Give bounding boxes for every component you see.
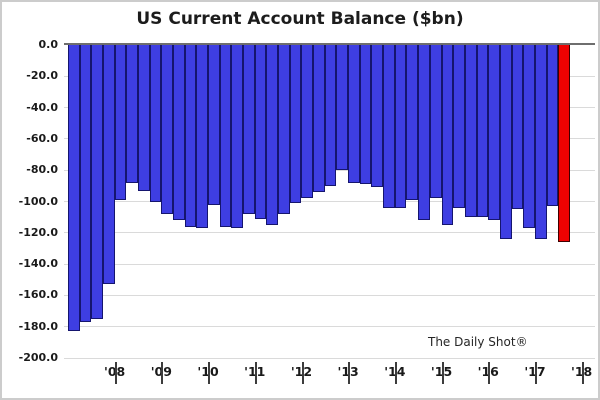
gridline <box>64 357 595 359</box>
x-tick-separator <box>488 362 491 384</box>
bar <box>429 45 442 199</box>
bar <box>231 45 244 229</box>
x-tick-separator <box>208 362 211 384</box>
bar <box>371 45 384 188</box>
x-tick-label: '13 <box>328 364 368 379</box>
x-axis: '08 '09 '10 '11 '12 '13 '14 '15 '16 '17 '18 <box>64 359 595 389</box>
bar <box>523 45 535 229</box>
bar <box>394 45 407 208</box>
x-tick-label: '18 <box>562 364 598 379</box>
y-tick-label: -120.0 <box>18 225 58 239</box>
bar <box>383 45 395 208</box>
x-tick-label: '11 <box>235 364 275 379</box>
x-tick-label: '09 <box>141 364 181 379</box>
x-tick-separator <box>301 362 304 384</box>
bar-series <box>68 45 570 332</box>
bar <box>453 45 465 208</box>
y-tick-label: 0.0 <box>38 38 59 51</box>
bar <box>534 45 547 240</box>
bar <box>418 45 430 221</box>
bar <box>324 45 337 186</box>
bar <box>208 45 220 205</box>
bar <box>406 45 419 200</box>
bar <box>79 45 92 322</box>
y-tick-label: -80.0 <box>26 163 58 177</box>
y-tick-label: -200.0 <box>18 351 58 364</box>
bar <box>348 45 360 183</box>
x-tick-separator <box>254 362 257 384</box>
gridline <box>64 232 595 234</box>
bar <box>219 45 232 227</box>
x-tick-separator <box>348 362 351 384</box>
y-tick-label: -40.0 <box>26 100 58 114</box>
bar <box>254 45 267 219</box>
gridline <box>64 326 595 328</box>
bar <box>289 45 302 204</box>
plot-area: The Daily Shot® <box>64 43 595 359</box>
x-tick-separator <box>441 362 444 384</box>
bar <box>476 45 489 218</box>
bar <box>138 45 150 191</box>
x-tick-label: '10 <box>188 364 228 379</box>
bar <box>359 45 372 185</box>
bar <box>488 45 500 221</box>
x-tick-label: '15 <box>422 364 462 379</box>
x-tick-separator <box>161 362 164 384</box>
gridline <box>64 263 595 265</box>
x-tick-separator <box>114 362 117 384</box>
bar <box>149 45 162 202</box>
x-tick-separator <box>394 362 397 384</box>
bar <box>161 45 174 215</box>
bar <box>68 45 80 332</box>
bar <box>173 45 185 221</box>
y-axis: 0.0 -20.0 -40.0 -60.0 -80.0 -100.0 -120.0 -140.… <box>2 38 58 364</box>
bar <box>301 45 314 199</box>
x-tick-label: '17 <box>515 364 555 379</box>
y-tick-label: -180.0 <box>18 319 58 333</box>
x-tick-label: '16 <box>468 364 508 379</box>
bar <box>546 45 559 207</box>
bar <box>243 45 255 215</box>
bar <box>103 45 115 285</box>
bar <box>196 45 209 229</box>
bar <box>499 45 512 240</box>
bar-highlighted-latest <box>558 45 570 243</box>
zero-axis-line <box>64 43 595 45</box>
y-tick-label: -60.0 <box>26 131 58 145</box>
y-tick-label: -160.0 <box>18 288 58 302</box>
bar <box>511 45 524 210</box>
bar <box>114 45 127 200</box>
bar <box>441 45 454 225</box>
bar <box>278 45 290 215</box>
chart-title: US Current Account Balance ($bn) <box>136 9 464 29</box>
x-tick-separator <box>535 362 537 384</box>
gridline <box>64 201 595 202</box>
gridline <box>64 294 595 296</box>
bar <box>184 45 197 227</box>
y-tick-label: -100.0 <box>18 194 58 208</box>
bar <box>126 45 139 183</box>
x-tick-label: '12 <box>281 364 321 379</box>
bar <box>266 45 279 225</box>
x-tick-label: '08 <box>95 364 135 379</box>
bar <box>313 45 325 193</box>
x-tick-label: '14 <box>375 364 415 379</box>
bar <box>91 45 104 319</box>
bar <box>464 45 477 218</box>
watermark-label: The Daily Shot® <box>428 335 528 349</box>
y-tick-label: -20.0 <box>26 69 58 83</box>
y-tick-label: -140.0 <box>18 257 58 271</box>
bar <box>336 45 349 171</box>
x-tick-separator <box>581 362 584 384</box>
